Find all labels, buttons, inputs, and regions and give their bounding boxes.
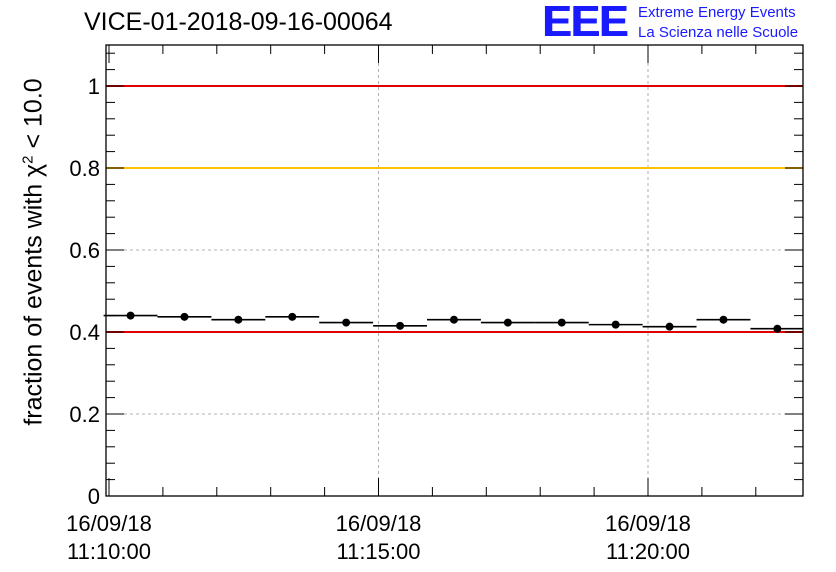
x-tick-label-time: 11:10:00 (67, 539, 151, 564)
data-point (449, 315, 458, 324)
data-point (234, 315, 243, 324)
data-point (773, 324, 782, 333)
y-tick-label: 0 (88, 484, 100, 509)
y-tick-label: 1 (88, 74, 100, 99)
x-tick-label-date: 16/09/18 (605, 511, 691, 536)
data-point (396, 321, 405, 330)
logo-line-1: Extreme Energy Events (638, 4, 796, 21)
data-point (611, 320, 620, 329)
x-tick-label-time: 11:20:00 (606, 539, 690, 564)
y-tick-label: 0.2 (69, 402, 100, 427)
y-tick-label: 0.8 (69, 156, 100, 181)
data-point (557, 318, 566, 327)
x-tick-label-date: 16/09/18 (66, 511, 152, 536)
x-tick-label-time: 11:15:00 (336, 539, 420, 564)
tick-labels: 0 0.2 0.4 0.6 0.8 1 16/09/18 11:10:00 16/09/18 11… (66, 74, 691, 564)
y-tick-label: 0.4 (69, 320, 100, 345)
eee-logo-mark: EEE (542, 0, 628, 46)
data-point (342, 318, 351, 327)
data-point (719, 315, 728, 324)
data-point (665, 322, 674, 331)
data-point (288, 312, 297, 321)
data-point (180, 312, 189, 321)
x-tick-label-date: 16/09/18 (336, 511, 422, 536)
data-points (103, 311, 803, 333)
reference-lines (106, 85, 803, 333)
plot-frame (105, 44, 804, 497)
chart-title: VICE-01-2018-09-16-00064 (84, 8, 393, 36)
logo-line-2: La Scienza nelle Scuole (638, 24, 799, 41)
data-point (503, 318, 512, 327)
axes (105, 44, 804, 497)
data-point (126, 311, 135, 320)
eee-logo: EEE Extreme Energy Events La Scienza nel… (542, 0, 832, 46)
y-tick-label: 0.6 (69, 238, 100, 263)
grid-lines (106, 45, 803, 496)
